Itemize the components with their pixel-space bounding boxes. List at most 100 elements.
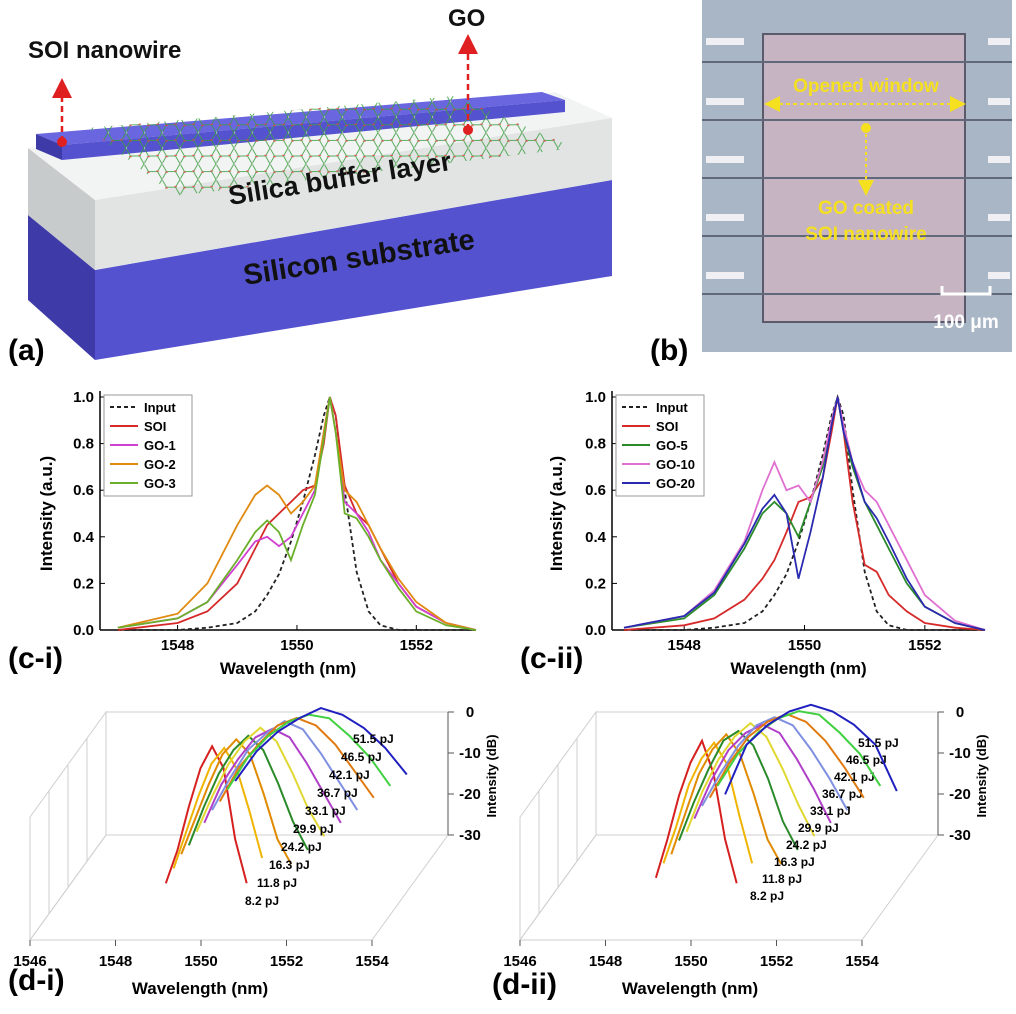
series-line <box>654 738 738 884</box>
series-label: 33.1 pJ <box>305 804 346 818</box>
x-tick-label: 1550 <box>674 953 707 970</box>
series-label: 29.9 pJ <box>798 821 839 835</box>
annotation: SOI nanowire <box>805 224 926 245</box>
x-tick-label: 1548 <box>99 953 132 970</box>
legend-label: GO-2 <box>144 457 176 472</box>
series-line <box>195 726 326 837</box>
series-line <box>164 744 248 884</box>
series-line <box>701 716 849 811</box>
x-tick-label: 1552 <box>270 953 303 970</box>
y-tick-label: 0.6 <box>73 482 94 499</box>
annotation: GO coated <box>818 198 914 219</box>
series-label: 29.9 pJ <box>293 822 334 836</box>
legend-label: GO-3 <box>144 476 176 491</box>
device-schematic: SOI nanowire GO Silica buffer layer Sili… <box>8 5 612 367</box>
series-line <box>187 734 309 851</box>
x-tick-label: 1548 <box>668 637 701 654</box>
y-tick-label: 0.8 <box>73 436 94 453</box>
series-label: 16.3 pJ <box>269 858 310 872</box>
y-tick-label: 0.4 <box>585 529 607 546</box>
series-label: 11.8 pJ <box>257 876 297 890</box>
annotation: SOI nanowire <box>28 37 181 64</box>
scale-bar-label: 100 μm <box>933 312 999 333</box>
y-tick-label: 0.4 <box>73 529 95 546</box>
panel-label: (d-ii) <box>492 968 557 1001</box>
substrate-front <box>28 215 95 360</box>
z-tick-label: -10 <box>459 745 481 762</box>
legend-label: Input <box>144 400 176 415</box>
series-line <box>624 394 985 631</box>
micrograph: Opened window GO coated SOI nanowire 100… <box>650 0 1012 367</box>
series-label: 46.5 pJ <box>341 750 382 764</box>
legend-label: GO-10 <box>656 457 695 472</box>
x-tick-label: 1550 <box>280 637 313 654</box>
series-label: 11.8 pJ <box>762 872 802 886</box>
y-tick-label: 1.0 <box>73 389 94 406</box>
x-axis-title: Wavelength (nm) <box>730 659 866 678</box>
legend-label: GO-20 <box>656 476 695 491</box>
y-tick-label: 0.6 <box>585 482 606 499</box>
y-tick-label: 0.2 <box>73 575 94 592</box>
z-tick-label: -20 <box>949 786 971 803</box>
z-tick-label: 0 <box>956 704 964 721</box>
series-line <box>670 732 783 865</box>
series-line <box>724 703 898 795</box>
x-axis-title: Wavelength (nm) <box>622 979 758 998</box>
annotation: Opened window <box>793 76 939 97</box>
y-tick-label: 0.2 <box>585 575 606 592</box>
legend-label: GO-5 <box>656 438 688 453</box>
series-label: 42.1 pJ <box>329 768 370 782</box>
series-label: 8.2 pJ <box>245 894 279 908</box>
series-line <box>662 741 754 864</box>
y-axis-title: Intensity (a.u.) <box>37 456 56 571</box>
series-line <box>117 394 476 631</box>
series-line <box>623 396 986 631</box>
series-line <box>172 746 264 869</box>
x-tick-label: 1548 <box>589 953 622 970</box>
x-tick-label: 1548 <box>161 637 194 654</box>
scale-bar <box>940 286 992 296</box>
series-label: 24.2 pJ <box>281 840 322 854</box>
panel-label: (c-i) <box>8 642 63 675</box>
series-label: 16.3 pJ <box>774 855 815 869</box>
legend-label: GO-1 <box>144 438 176 453</box>
series-line <box>678 729 799 851</box>
series-label: 42.1 pJ <box>834 770 875 784</box>
legend-label: SOI <box>144 419 166 434</box>
x-tick-label: 1552 <box>760 953 793 970</box>
panel-label: (b) <box>650 334 688 367</box>
x-tick-label: 1550 <box>184 953 217 970</box>
z-tick-label: -30 <box>459 827 481 844</box>
grating-couplers <box>706 38 1010 279</box>
z-tick-label: -20 <box>459 786 481 803</box>
x-tick-label: 1552 <box>908 637 941 654</box>
panel-label: (c-ii) <box>520 642 583 675</box>
annotation: GO <box>448 5 485 32</box>
series-line <box>623 396 986 631</box>
series-label: 24.2 pJ <box>786 838 827 852</box>
z-axis-title: Intensity (dB) <box>484 734 499 817</box>
series-line <box>180 737 293 865</box>
z-axis-title: Intensity (dB) <box>974 734 989 817</box>
series-line <box>117 396 477 631</box>
x-tick-label: 1554 <box>355 953 389 970</box>
x-tick-label: 1550 <box>788 637 821 654</box>
substrate-side <box>95 180 612 360</box>
panel-label: (a) <box>8 334 45 367</box>
y-tick-label: 0.0 <box>73 622 94 639</box>
series-line <box>716 710 882 787</box>
legend-label: Input <box>656 400 688 415</box>
x-axis-title: Wavelength (nm) <box>132 979 268 998</box>
x-axis-title: Wavelength (nm) <box>220 659 356 678</box>
z-tick-label: -30 <box>949 827 971 844</box>
x-tick-label: 1546 <box>13 953 46 970</box>
panel-label: (d-i) <box>8 964 65 997</box>
y-tick-label: 0.8 <box>585 436 606 453</box>
x-tick-label: 1554 <box>845 953 879 970</box>
y-axis-title: Intensity (a.u.) <box>547 456 566 571</box>
y-tick-label: 0.0 <box>585 622 606 639</box>
series-label: 51.5 pJ <box>353 732 394 746</box>
go-film <box>88 96 575 196</box>
series-line <box>685 721 816 837</box>
